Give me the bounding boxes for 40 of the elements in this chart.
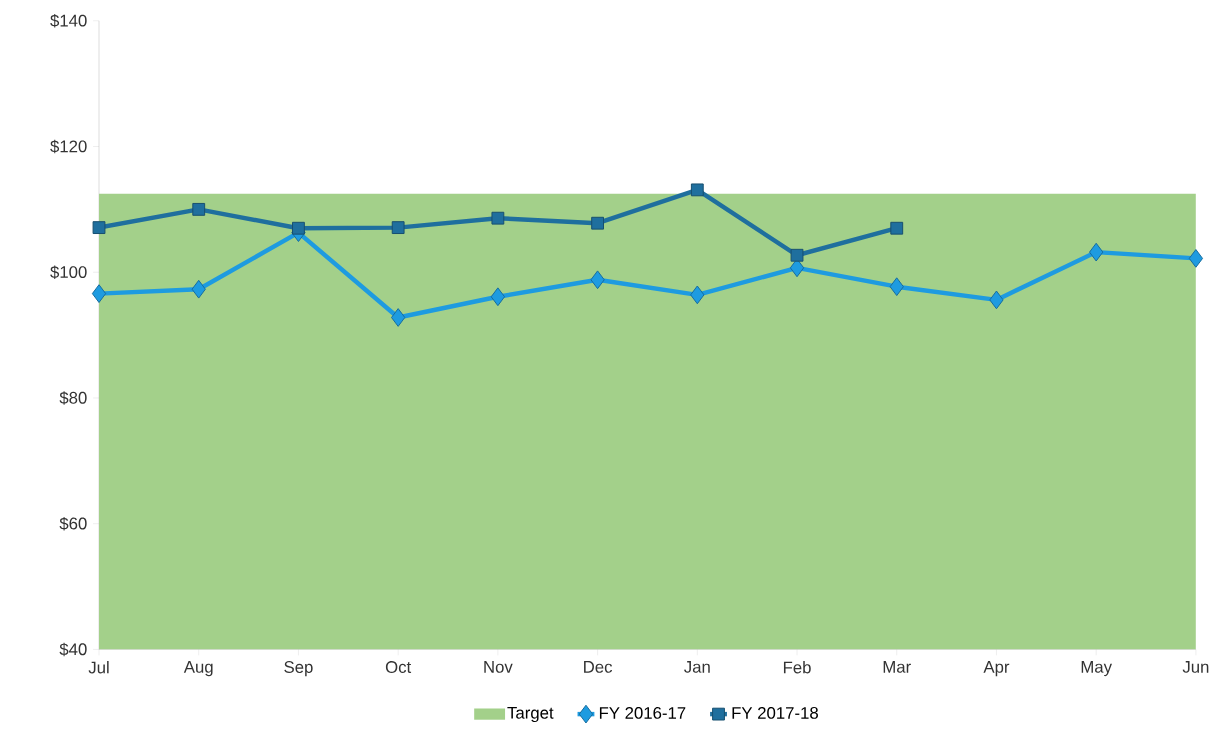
point [292, 222, 305, 235]
y-tick-label: $140 [50, 14, 87, 28]
point [191, 280, 206, 299]
x-tick-label: Jul [88, 661, 109, 674]
point [690, 285, 705, 305]
x-tick-label: Sep [284, 661, 313, 677]
x-tick-label: Nov [484, 661, 513, 674]
x-tick-label: May [1081, 661, 1112, 677]
point [790, 249, 804, 262]
legend-label: FY 2016-17 [599, 707, 686, 720]
y-tick-label: $80 [59, 391, 87, 405]
point [490, 287, 506, 307]
y-tick-label: $100 [50, 265, 87, 280]
point [1188, 249, 1204, 268]
point [989, 290, 1004, 310]
y-tick-label: $120 [50, 139, 87, 154]
point [491, 211, 505, 225]
y-tick-label: $60 [59, 517, 87, 531]
x-tick-label: Feb [783, 661, 811, 674]
x-tick-label: Apr [983, 661, 1010, 677]
legend-label: FY 2017-18 [732, 707, 818, 720]
point [192, 203, 206, 216]
point [92, 221, 106, 235]
point [890, 222, 904, 235]
point [591, 216, 605, 230]
legend-label: Target [507, 707, 554, 723]
point [391, 221, 405, 235]
point [391, 308, 406, 328]
point [590, 270, 605, 290]
x-tick-label: Oct [385, 661, 412, 674]
x-tick-label: Jun [1182, 661, 1209, 674]
point [690, 183, 704, 197]
point [91, 284, 107, 304]
x-tick-label: Aug [183, 661, 213, 677]
point [889, 277, 904, 297]
x-tick-label: Jan [684, 661, 710, 674]
point [1089, 242, 1104, 262]
x-tick-label: Mar [883, 661, 911, 674]
x-tick-label: Dec [584, 661, 613, 674]
y-tick-label: $40 [59, 642, 87, 657]
